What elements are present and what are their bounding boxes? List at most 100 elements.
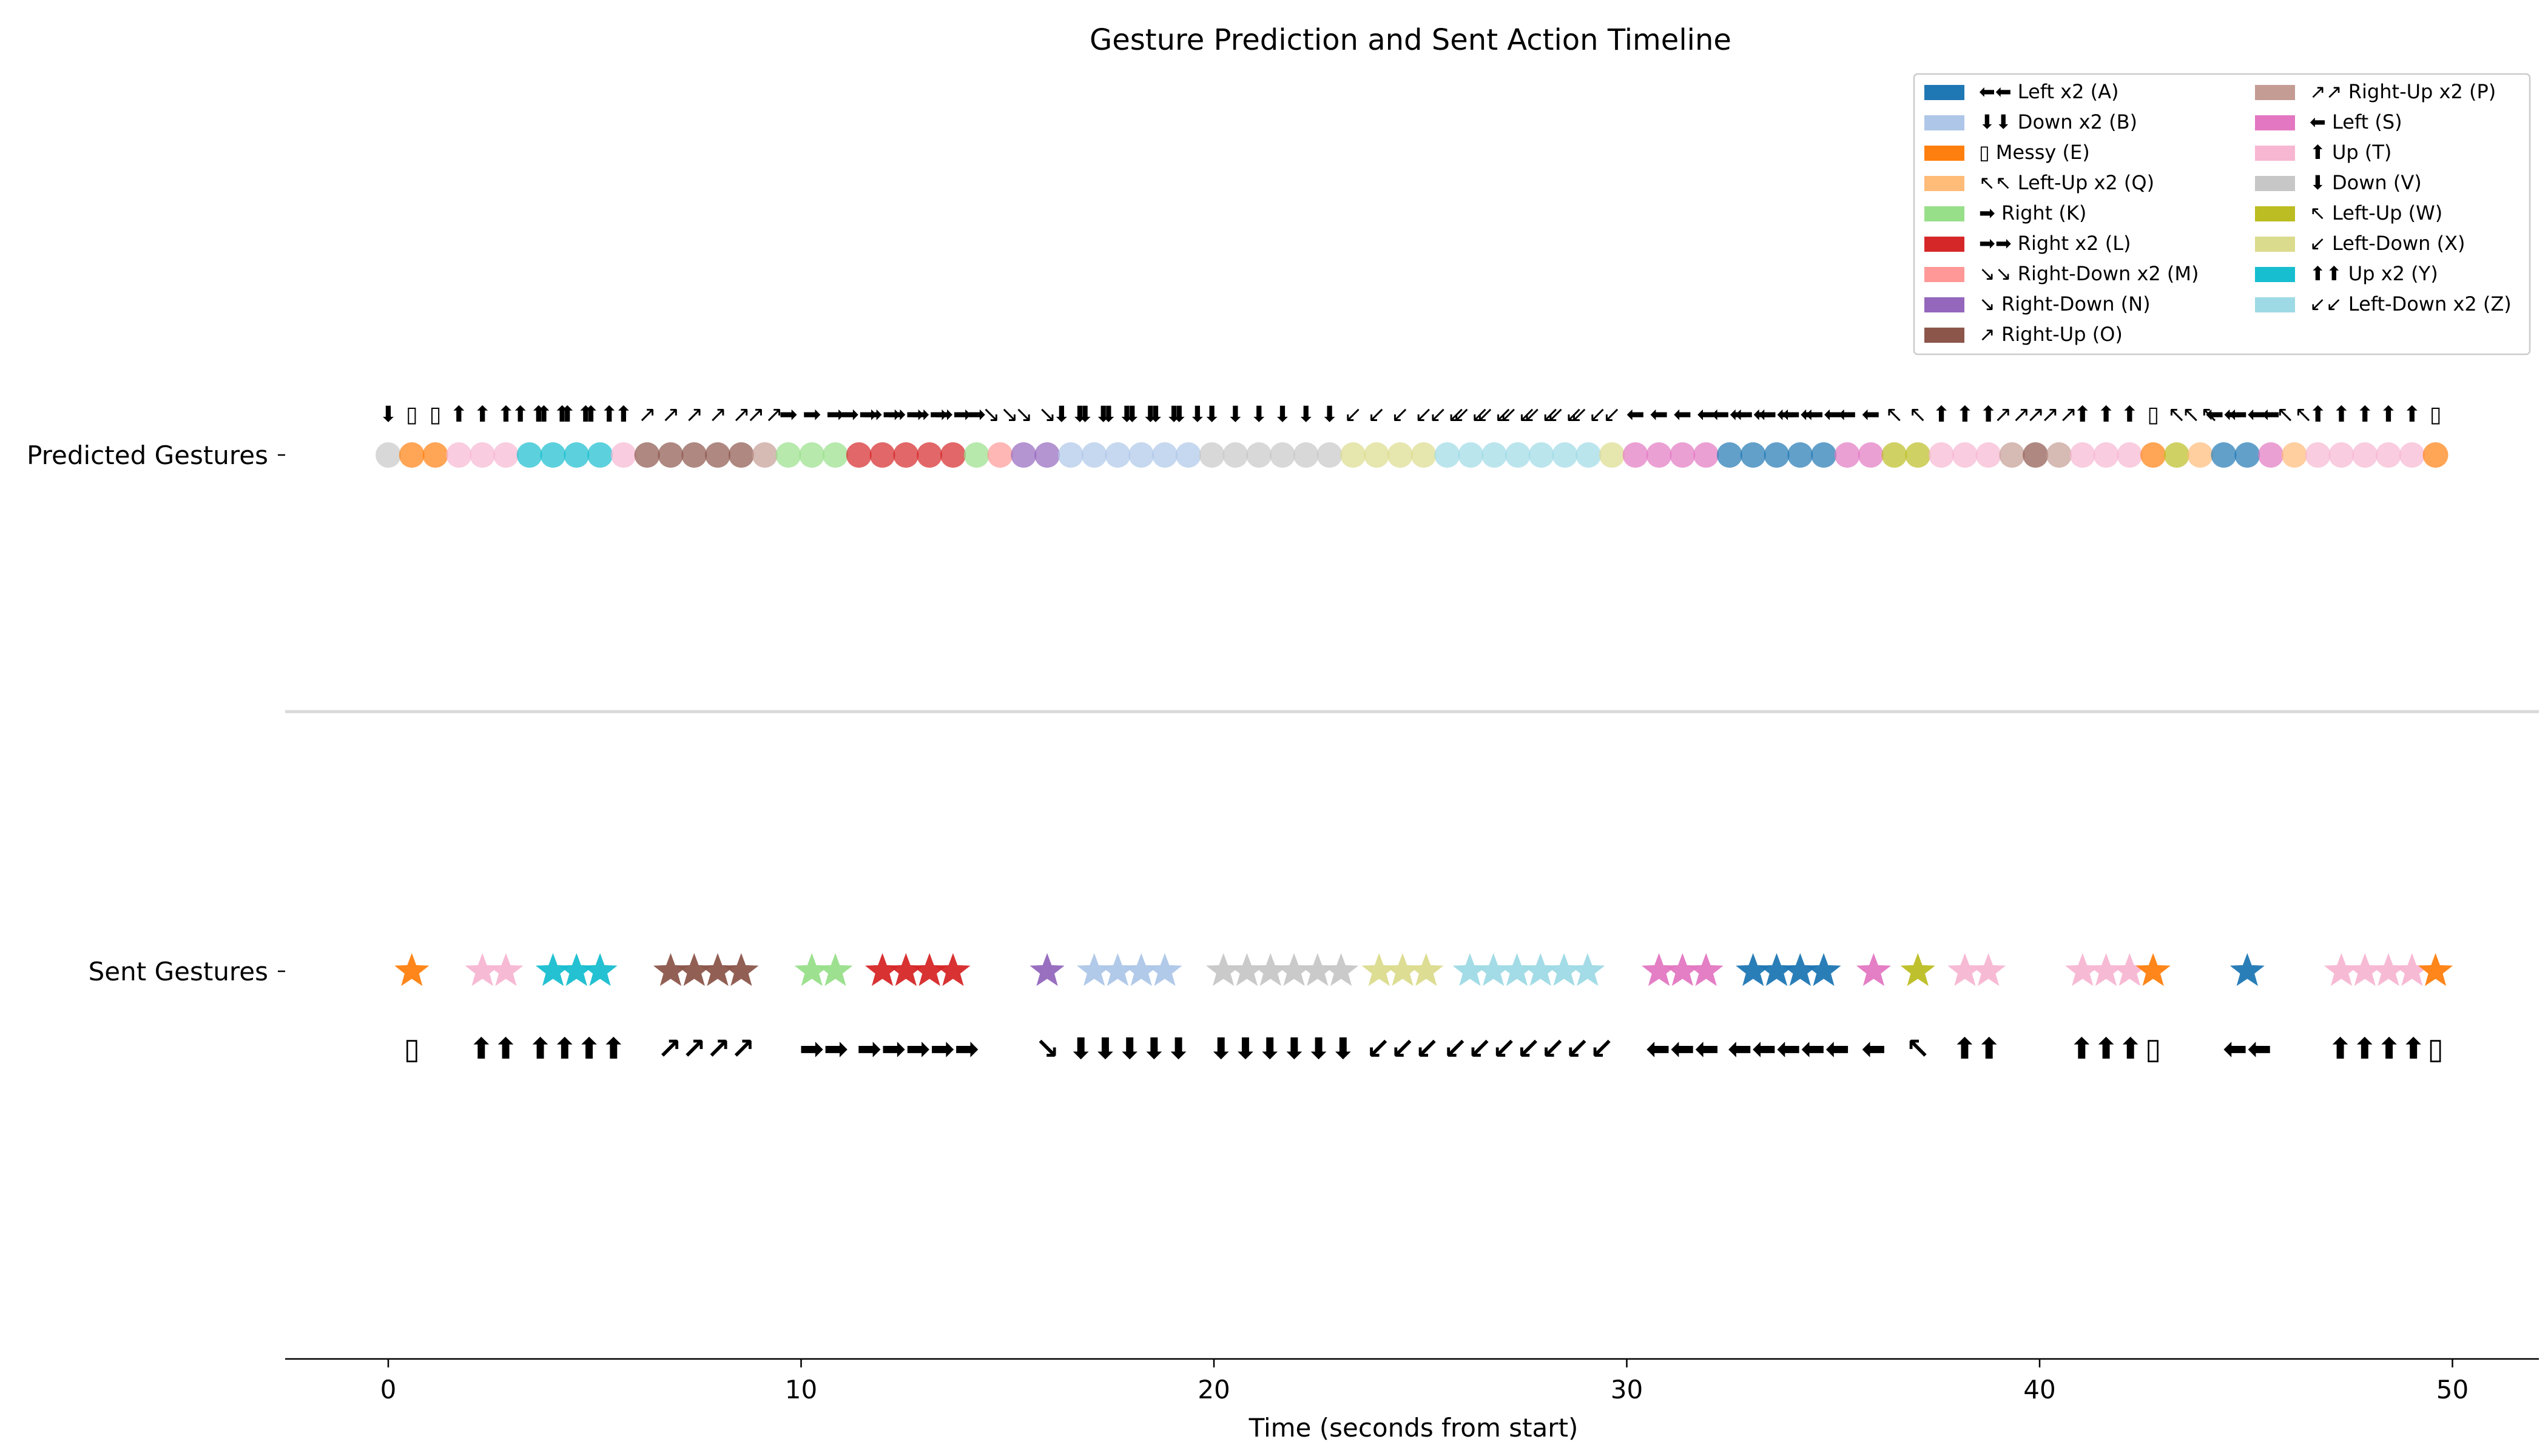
predicted-symbol: ⬅⬅ (2205, 402, 2242, 427)
x-tick-label: 20 (1198, 1375, 1230, 1404)
predicted-point (446, 442, 472, 468)
legend-swatch (2255, 206, 2295, 221)
predicted-symbol: ↙↙ (1429, 402, 1465, 427)
predicted-symbol: ↙↙ (1452, 402, 1489, 427)
predicted-symbol: ⬆ (1932, 402, 1950, 427)
legend-label: ↘ Right-Down (N) (1979, 292, 2151, 315)
predicted-point (1105, 442, 1131, 468)
predicted-symbol: ↖ (1885, 402, 1903, 427)
predicted-symbol: ⬇⬇ (1099, 402, 1136, 427)
predicted-symbol: ↙ (1391, 402, 1409, 427)
sent-star (1856, 953, 1891, 986)
predicted-symbol: ↖ (1909, 402, 1927, 427)
predicted-point (799, 442, 825, 468)
predicted-point (1269, 442, 1295, 468)
predicted-point (1246, 442, 1272, 468)
sent-star (2418, 953, 2453, 986)
predicted-symbol: ⬇⬇ (1053, 402, 1089, 427)
predicted-symbol: ⬆⬆ (582, 402, 618, 427)
predicted-point (1152, 442, 1178, 468)
predicted-point (2305, 442, 2331, 468)
legend-swatch (1924, 176, 1964, 191)
legend-label: ↘↘ Right-Down x2 (M) (1979, 262, 2199, 285)
predicted-point (1081, 442, 1107, 468)
sent-star (1688, 953, 1724, 986)
predicted-point (2281, 442, 2307, 468)
predicted-symbol: ⬆⬆ (534, 402, 571, 427)
legend-label: ⬅ Left (S) (2310, 110, 2402, 133)
predicted-symbol: ↙↙ (1523, 402, 1559, 427)
sent-star (1253, 953, 1288, 986)
predicted-symbol: ⬅ (1673, 402, 1691, 427)
sent-star (1452, 953, 1488, 986)
sent-symbol-group: ➡➡ (800, 1032, 848, 1066)
x-tick-label: 0 (380, 1375, 397, 1404)
predicted-symbol: ⬆ (1956, 402, 1974, 427)
sent-star (1124, 953, 1159, 986)
predicted-symbol: ⬆⬆ (511, 402, 548, 427)
predicted-symbol: ⬅ (2262, 402, 2280, 427)
predicted-point (2069, 442, 2095, 468)
predicted-symbol: ↙↙ (1476, 402, 1512, 427)
predicted-point (2258, 442, 2284, 468)
predicted-point (1552, 442, 1578, 468)
predicted-point (1034, 442, 1060, 468)
predicted-symbol: ➡ (968, 402, 986, 427)
predicted-symbol: ↙ (1603, 402, 1621, 427)
sent-star (865, 953, 900, 986)
sent-symbol-group: ➡➡➡➡➡ (857, 1032, 979, 1066)
predicted-symbol: ⬆ (497, 402, 515, 427)
sent-star (536, 953, 571, 986)
predicted-symbol: ⬇ (1297, 402, 1315, 427)
sent-star (888, 953, 923, 986)
legend-swatch (1924, 267, 1964, 282)
sent-star (1324, 953, 1359, 986)
predicted-point (2163, 442, 2189, 468)
sent-symbol-group: ⬇⬇⬇⬇⬇ (1069, 1032, 1191, 1066)
sent-star (2395, 953, 2430, 986)
legend-swatch (2255, 176, 2295, 191)
sent-star (1276, 953, 1312, 986)
predicted-point (1716, 442, 1742, 468)
predicted-point (1128, 442, 1154, 468)
predicted-point (1364, 442, 1390, 468)
legend-label: ▯ Messy (E) (1979, 141, 2090, 164)
predicted-point (2023, 442, 2049, 468)
predicted-point (869, 442, 895, 468)
predicted-symbol: ⬆ (2097, 402, 2115, 427)
predicted-point (2376, 442, 2402, 468)
sent-star (1570, 953, 1605, 986)
sent-star (1900, 953, 1935, 986)
legend: ⬅⬅ Left x2 (A) ⬇⬇ Down x2 (B) ▯ Messy (E) ↖… (1913, 73, 2531, 356)
predicted-symbol: ↖ (2168, 402, 2186, 427)
legend-label: ↙ Left-Down (X) (2310, 232, 2465, 255)
predicted-symbol: ▯ (430, 402, 442, 427)
legend-frame (1913, 73, 2531, 356)
predicted-point (1599, 442, 1625, 468)
predicted-point (587, 442, 613, 468)
predicted-point (1458, 442, 1484, 468)
predicted-symbol: ↗↗ (2041, 402, 2077, 427)
predicted-point (1199, 442, 1225, 468)
sent-symbol-group: ⬆⬆⬆⬆ (2328, 1032, 2426, 1066)
sent-star (653, 953, 688, 986)
predicted-symbol: ↘ (1014, 402, 1033, 427)
predicted-symbol: ↖↖ (2182, 402, 2219, 427)
predicted-symbol: ➡➡ (935, 402, 971, 427)
predicted-symbol: ⬆ (450, 402, 468, 427)
predicted-point (1505, 442, 1531, 468)
sent-star (912, 953, 947, 986)
sent-star (2371, 953, 2406, 986)
sent-star (1523, 953, 1558, 986)
predicted-symbol: ⬅⬅ (1758, 402, 1795, 427)
legend-swatch (2255, 297, 2295, 312)
sent-symbol-group: ↘ (1035, 1032, 1059, 1066)
legend-swatch (2255, 237, 2295, 252)
sent-star (1206, 953, 1241, 986)
predicted-symbol: ➡➡ (864, 402, 900, 427)
predicted-point (493, 442, 519, 468)
predicted-symbol: ↘↘ (982, 402, 1018, 427)
predicted-symbol: ➡ (779, 402, 797, 427)
legend-swatch (1924, 297, 1964, 312)
predicted-symbol: ⬆ (473, 402, 491, 427)
